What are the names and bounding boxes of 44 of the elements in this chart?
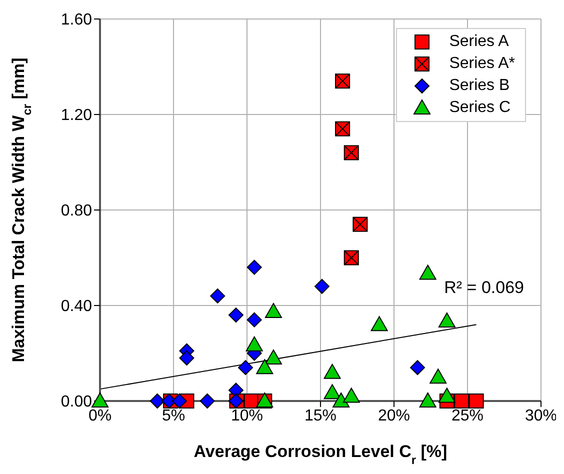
point [256, 359, 274, 374]
legend-label: Series B [449, 77, 510, 95]
point [238, 360, 254, 376]
point [342, 388, 360, 403]
point [210, 288, 226, 304]
point [419, 264, 436, 280]
point [246, 336, 263, 352]
point [324, 364, 341, 379]
x-tick-label: 10% [230, 407, 264, 424]
point [430, 368, 447, 384]
point [468, 394, 484, 408]
point [438, 312, 456, 328]
y-tick-label: 0.80 [60, 202, 92, 220]
point [172, 394, 187, 408]
point [332, 392, 350, 408]
x-axis-title: Average Corrosion Level C$_{r}$ [%] [194, 442, 448, 467]
point [264, 302, 282, 318]
legend-label: Series A* [449, 55, 515, 73]
point [438, 388, 456, 403]
y-tick-label: 1.20 [60, 107, 92, 124]
point [264, 350, 282, 365]
point [454, 394, 470, 408]
y-tick-label: 0.40 [60, 298, 92, 316]
annotation: R² = 0.069 [444, 278, 524, 298]
point [324, 384, 341, 400]
point [246, 260, 262, 275]
point [150, 394, 165, 408]
point [228, 308, 244, 323]
point [246, 312, 262, 328]
legend-label: Series C [449, 99, 511, 117]
point [410, 360, 426, 376]
point [419, 392, 436, 408]
point [244, 394, 259, 408]
point [314, 278, 330, 294]
point [200, 394, 215, 408]
point [179, 350, 194, 366]
x-tick-label: 25% [451, 407, 484, 424]
x-tick-label: 15% [304, 407, 337, 424]
legend-label: Series A [449, 33, 509, 51]
y-tick-label: 1.60 [60, 12, 92, 29]
x-tick-label: 5% [162, 407, 186, 424]
x-tick-label: 20% [378, 407, 410, 424]
point [370, 316, 388, 332]
point [92, 392, 108, 408]
